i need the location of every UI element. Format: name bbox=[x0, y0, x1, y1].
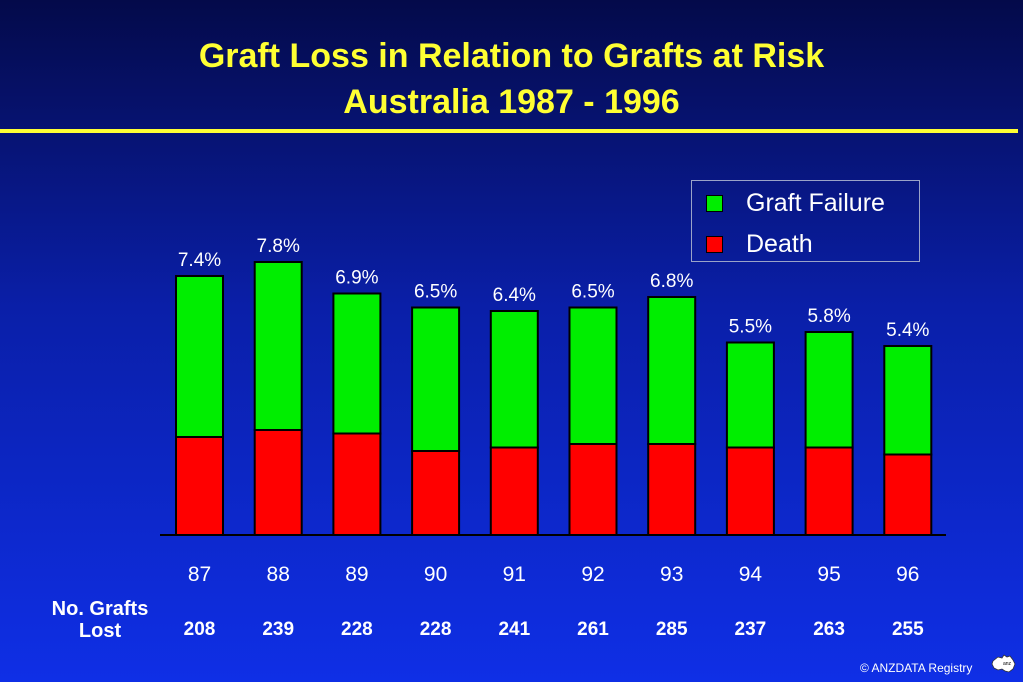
legend-label: Graft Failure bbox=[746, 188, 885, 217]
x-tick-label: 89 bbox=[345, 563, 368, 586]
grafts-lost-value: 237 bbox=[735, 619, 767, 640]
bar-graft-failure-94 bbox=[725, 341, 775, 449]
grafts-lost-value: 285 bbox=[656, 619, 688, 640]
grafts-lost-value: 241 bbox=[498, 619, 530, 640]
bar-graft-failure-90 bbox=[411, 306, 461, 452]
legend-swatch-graft-failure bbox=[706, 194, 723, 212]
grafts-lost-value: 263 bbox=[813, 619, 845, 640]
legend-item-death: Death bbox=[706, 229, 813, 259]
bar-graft-failure-96 bbox=[883, 345, 933, 456]
x-tick-label: 87 bbox=[188, 563, 211, 586]
page-title: Graft Loss in Relation to Grafts at Risk bbox=[198, 37, 825, 75]
page-subtitle: Australia 1987 - 1996 bbox=[343, 83, 680, 121]
bar-graft-failure-91 bbox=[489, 310, 539, 449]
grafts-lost-value: 239 bbox=[262, 619, 294, 640]
bar-death-95 bbox=[804, 446, 854, 536]
x-tick-label: 94 bbox=[739, 563, 763, 586]
bar-death-94 bbox=[725, 446, 775, 536]
bar-death-89 bbox=[332, 432, 382, 536]
legend-item-graft-failure: Graft Failure bbox=[706, 188, 885, 218]
total-label: 5.5% bbox=[729, 317, 772, 338]
title-underline bbox=[0, 129, 1018, 133]
bar-death-96 bbox=[883, 453, 933, 536]
total-label: 5.4% bbox=[886, 320, 929, 341]
grafts-lost-value: 228 bbox=[341, 619, 373, 640]
x-tick-label: 91 bbox=[503, 563, 526, 586]
australia-map-icon: anz bbox=[991, 654, 1016, 673]
grafts-lost-value: 208 bbox=[184, 619, 216, 640]
grafts-lost-row-label: No. Grafts Lost bbox=[51, 598, 149, 642]
x-tick-label: 90 bbox=[424, 563, 447, 586]
grafts-lost-value: 261 bbox=[577, 619, 609, 640]
bar-graft-failure-87 bbox=[175, 275, 224, 438]
grafts-lost-value: 255 bbox=[892, 619, 924, 640]
bar-death-93 bbox=[647, 443, 697, 536]
bar-graft-failure-93 bbox=[647, 296, 697, 445]
bar-graft-failure-88 bbox=[253, 261, 303, 431]
total-label: 6.5% bbox=[571, 282, 614, 303]
total-label: 5.8% bbox=[807, 306, 850, 327]
legend-swatch-death bbox=[706, 235, 723, 253]
copyright-text: © ANZDATA Registry bbox=[860, 661, 973, 675]
bar-graft-failure-95 bbox=[804, 331, 854, 449]
bar-graft-failure-89 bbox=[332, 292, 382, 435]
bar-graft-failure-92 bbox=[568, 306, 618, 445]
x-tick-label: 93 bbox=[660, 563, 683, 586]
legend: Graft Failure Death bbox=[691, 180, 920, 262]
x-tick-label: 88 bbox=[267, 563, 290, 586]
total-label: 6.4% bbox=[493, 285, 536, 306]
x-tick-label: 96 bbox=[896, 563, 919, 586]
x-tick-label: 95 bbox=[817, 563, 840, 586]
x-tick-label: 92 bbox=[581, 563, 604, 586]
svg-text:anz: anz bbox=[1003, 661, 1012, 667]
legend-label: Death bbox=[746, 229, 813, 258]
total-label: 6.5% bbox=[414, 282, 457, 303]
bar-death-90 bbox=[411, 450, 461, 536]
total-label: 6.8% bbox=[650, 271, 693, 292]
bar-death-88 bbox=[253, 429, 303, 536]
bar-death-91 bbox=[489, 446, 539, 536]
total-label: 7.8% bbox=[257, 236, 300, 257]
total-label: 6.9% bbox=[335, 268, 378, 289]
bar-death-92 bbox=[568, 443, 618, 536]
total-label: 7.4% bbox=[178, 250, 221, 271]
grafts-lost-value: 228 bbox=[420, 619, 452, 640]
bar-death-87 bbox=[175, 436, 224, 536]
